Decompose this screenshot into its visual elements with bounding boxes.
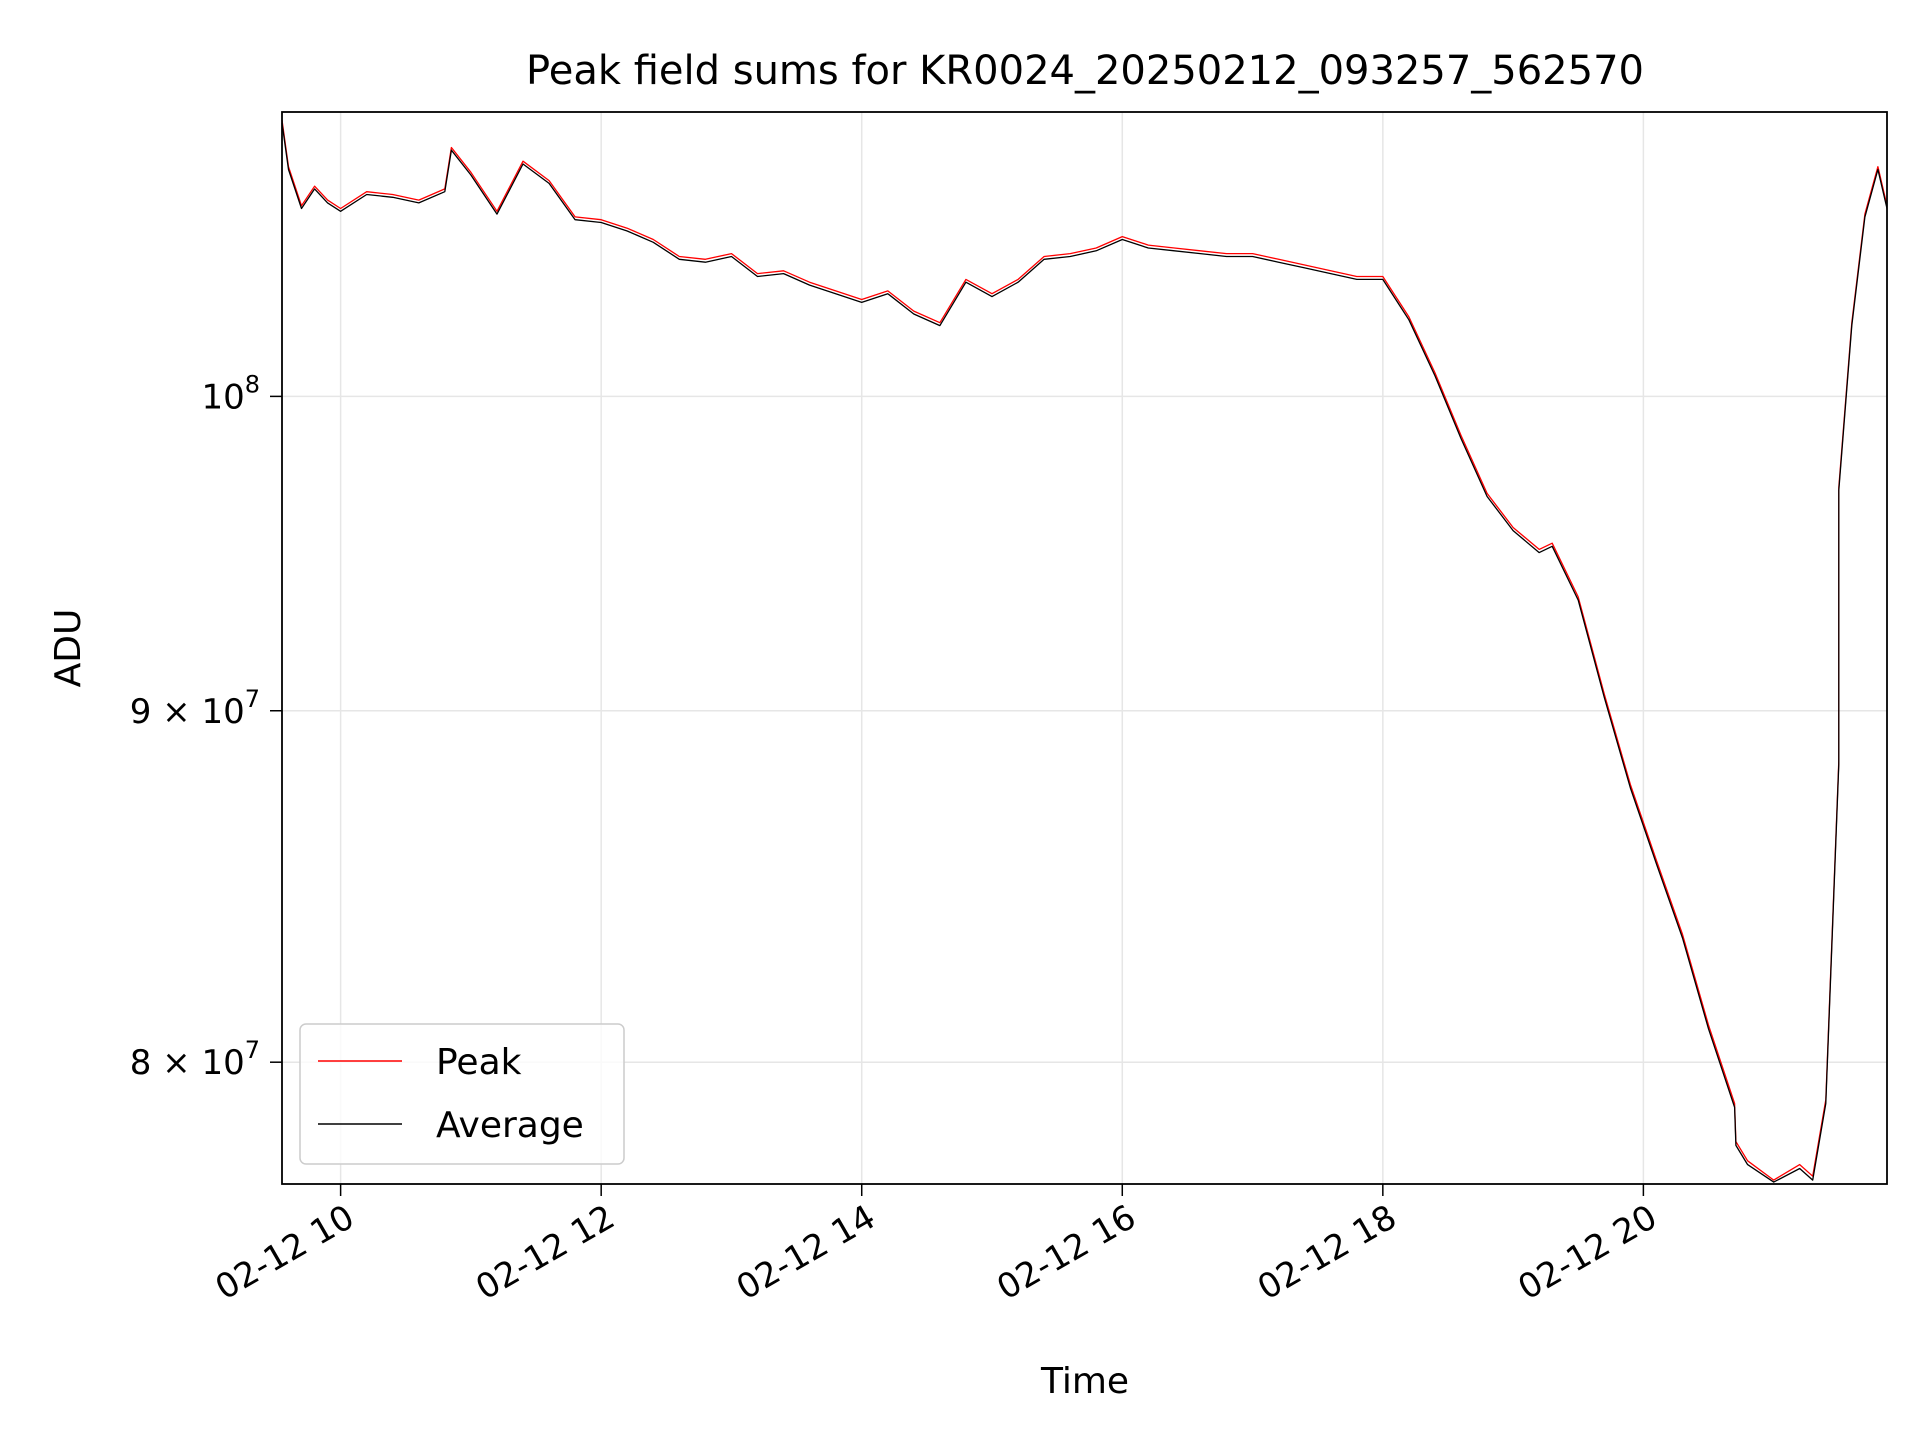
x-tick-label: 02-12 20 [1511, 1197, 1663, 1308]
y-tick-base: 10 [201, 692, 244, 732]
x-tick-label: 02-12 18 [1251, 1197, 1403, 1308]
y-axis-label: ADU [48, 609, 89, 688]
x-axis-ticks: 02-12 10 02-12 12 02-12 14 02-12 16 02-12 18… [209, 1184, 1664, 1308]
y-gridlines [282, 395, 1887, 1063]
y-tick-times: × [151, 692, 201, 732]
plot-lines [281, 120, 1888, 1183]
y-tick-coef: 8 [130, 1043, 152, 1083]
y-tick-exponent: 8 [245, 370, 260, 398]
series-line-peak [281, 120, 1888, 1181]
y-tick-exponent: 7 [245, 1036, 260, 1064]
y-tick-label: 9 × 107 [130, 685, 260, 732]
y-tick-base: 10 [201, 377, 244, 417]
y-tick-base: 10 [201, 1043, 244, 1083]
legend-label-average: Average [436, 1105, 584, 1146]
series-line-average [281, 122, 1888, 1183]
plot-frame [281, 111, 1888, 1185]
legend-box [299, 1023, 625, 1165]
chart-title: Peak field sums for KR0024_20250212_0932… [526, 48, 1644, 94]
legend: Peak Average [299, 1023, 625, 1165]
y-tick-label: 8 × 107 [130, 1036, 260, 1083]
y-tick-exponent: 7 [245, 685, 260, 713]
x-axis-label: Time [1040, 1361, 1129, 1402]
legend-label-peak: Peak [436, 1042, 522, 1083]
y-tick-coef: 9 [130, 692, 152, 732]
x-tick-label: 02-12 12 [469, 1197, 621, 1308]
x-tick-label: 02-12 14 [730, 1197, 882, 1308]
y-tick-times: × [151, 1043, 201, 1083]
x-tick-label: 02-12 16 [990, 1197, 1142, 1308]
x-tick-label: 02-12 10 [209, 1197, 361, 1308]
y-tick-label: 108 [201, 370, 260, 417]
x-gridlines [339, 112, 1645, 1184]
